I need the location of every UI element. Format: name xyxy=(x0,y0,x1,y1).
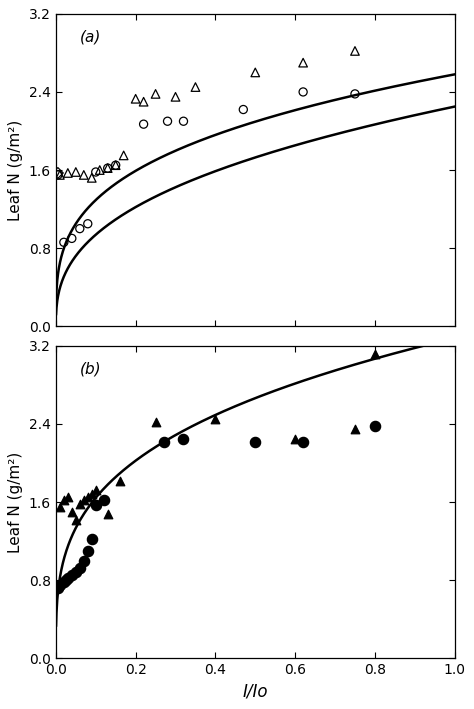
X-axis label: I/Io: I/Io xyxy=(243,683,268,700)
Point xyxy=(80,169,88,181)
Point xyxy=(76,563,83,574)
Point xyxy=(180,433,187,445)
Point xyxy=(120,150,128,161)
Point xyxy=(116,475,123,486)
Y-axis label: Leaf N (g/m²): Leaf N (g/m²) xyxy=(9,119,23,220)
Point xyxy=(300,86,307,98)
Point xyxy=(239,104,247,115)
Point xyxy=(252,67,259,78)
Point xyxy=(76,498,83,510)
Point xyxy=(191,82,199,93)
Point xyxy=(112,160,119,171)
Point xyxy=(64,573,72,584)
Point xyxy=(56,501,64,513)
Point xyxy=(68,506,76,518)
Point xyxy=(54,169,62,181)
Point xyxy=(60,576,68,588)
Point xyxy=(252,436,259,447)
Point xyxy=(56,169,64,181)
Point xyxy=(140,118,147,130)
Point xyxy=(68,569,76,581)
Point xyxy=(88,489,96,500)
Point xyxy=(88,533,96,545)
Point xyxy=(64,491,72,503)
Point xyxy=(300,436,307,447)
Point xyxy=(72,566,80,578)
Point xyxy=(96,164,103,176)
Point xyxy=(351,45,359,57)
Point xyxy=(371,348,379,359)
Point xyxy=(152,88,159,99)
Point xyxy=(172,91,179,103)
Point xyxy=(72,167,80,178)
Point xyxy=(56,579,64,591)
Point xyxy=(60,237,68,248)
Point xyxy=(152,416,159,428)
Point xyxy=(104,508,111,520)
Y-axis label: Leaf N (g/m²): Leaf N (g/m²) xyxy=(9,452,23,552)
Point xyxy=(292,433,299,445)
Text: (a): (a) xyxy=(80,30,101,45)
Point xyxy=(164,116,171,127)
Point xyxy=(72,514,80,525)
Point xyxy=(351,423,359,435)
Point xyxy=(92,499,100,510)
Point xyxy=(140,96,147,107)
Point xyxy=(64,167,72,179)
Point xyxy=(92,167,100,178)
Point xyxy=(160,436,167,447)
Point xyxy=(371,420,379,432)
Point xyxy=(84,218,91,230)
Point xyxy=(76,223,83,234)
Point xyxy=(104,162,111,174)
Text: (b): (b) xyxy=(80,362,101,376)
Point xyxy=(68,233,76,244)
Point xyxy=(54,167,62,179)
Point xyxy=(132,93,139,104)
Point xyxy=(84,491,91,503)
Point xyxy=(88,172,96,184)
Point xyxy=(351,88,359,99)
Point xyxy=(54,582,62,593)
Point xyxy=(112,160,119,171)
Point xyxy=(60,494,68,506)
Point xyxy=(92,485,100,496)
Point xyxy=(100,494,108,506)
Point xyxy=(84,545,91,557)
Point xyxy=(80,494,88,506)
Point xyxy=(80,555,88,566)
Point xyxy=(300,57,307,68)
Point xyxy=(62,574,70,586)
Point xyxy=(104,162,111,174)
Point xyxy=(180,116,187,127)
Point xyxy=(211,413,219,425)
